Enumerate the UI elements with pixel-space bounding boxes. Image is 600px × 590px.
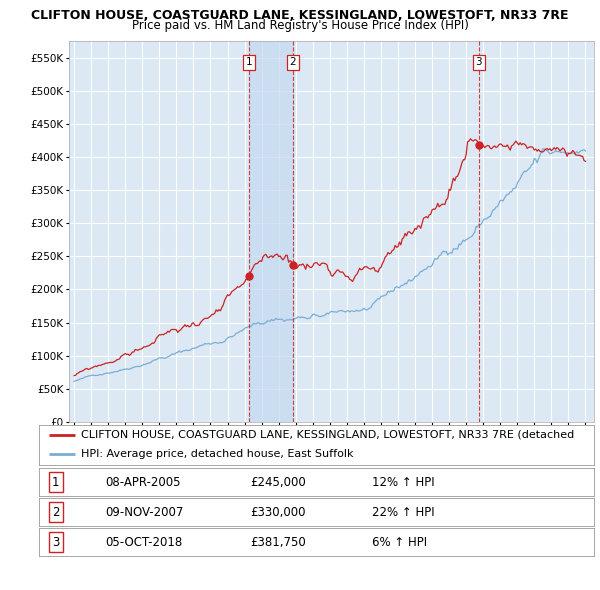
Text: Price paid vs. HM Land Registry's House Price Index (HPI): Price paid vs. HM Land Registry's House … xyxy=(131,19,469,32)
Text: £330,000: £330,000 xyxy=(250,506,305,519)
Text: CLIFTON HOUSE, COASTGUARD LANE, KESSINGLAND, LOWESTOFT, NR33 7RE (detached: CLIFTON HOUSE, COASTGUARD LANE, KESSINGL… xyxy=(80,430,574,440)
Text: 1: 1 xyxy=(52,476,59,489)
Text: 09-NOV-2007: 09-NOV-2007 xyxy=(106,506,184,519)
Text: £245,000: £245,000 xyxy=(250,476,305,489)
Text: 6% ↑ HPI: 6% ↑ HPI xyxy=(372,536,427,549)
Text: 08-APR-2005: 08-APR-2005 xyxy=(106,476,181,489)
Text: 3: 3 xyxy=(476,57,482,67)
Text: 2: 2 xyxy=(289,57,296,67)
Text: 05-OCT-2018: 05-OCT-2018 xyxy=(106,536,183,549)
Text: 3: 3 xyxy=(52,536,59,549)
Text: 22% ↑ HPI: 22% ↑ HPI xyxy=(372,506,434,519)
Text: 2: 2 xyxy=(52,506,59,519)
Bar xyxy=(249,41,293,422)
Text: £381,750: £381,750 xyxy=(250,536,305,549)
Text: 12% ↑ HPI: 12% ↑ HPI xyxy=(372,476,434,489)
Text: CLIFTON HOUSE, COASTGUARD LANE, KESSINGLAND, LOWESTOFT, NR33 7RE: CLIFTON HOUSE, COASTGUARD LANE, KESSINGL… xyxy=(31,9,569,22)
Text: 1: 1 xyxy=(245,57,252,67)
Text: HPI: Average price, detached house, East Suffolk: HPI: Average price, detached house, East… xyxy=(80,448,353,458)
